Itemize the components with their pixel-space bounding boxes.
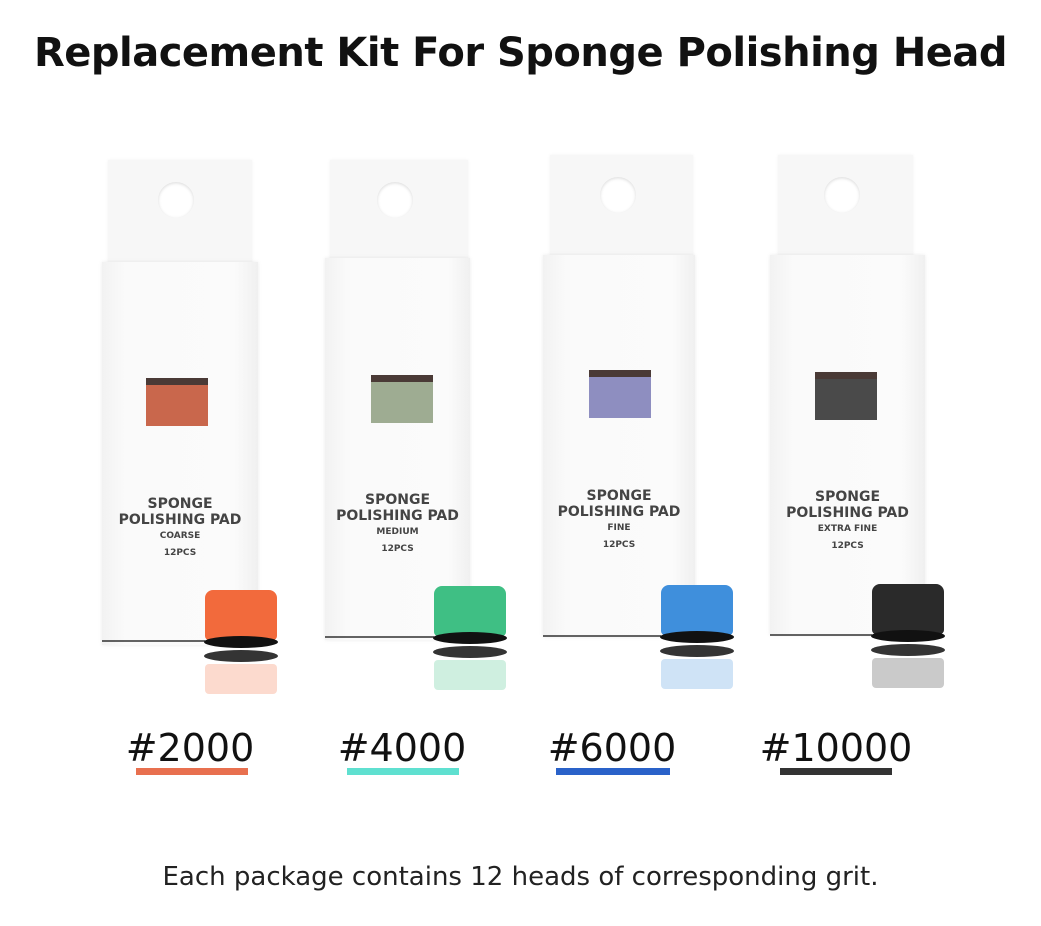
color-swatch (371, 375, 433, 423)
shelf-line (102, 640, 205, 642)
label-line1: SPONGE (814, 489, 881, 505)
shelf-line (325, 636, 434, 638)
label-line2: POLISHING PAD (557, 504, 681, 520)
package-label: SPONGE POLISHING PAD FINE 12PCS (543, 488, 695, 554)
grade-label: MEDIUM (376, 527, 419, 537)
sponge-base-reflection (433, 646, 507, 658)
grit-underline (136, 768, 248, 775)
label-line2: POLISHING PAD (336, 508, 459, 524)
sponge-reflection (205, 664, 277, 694)
color-swatch (589, 370, 651, 418)
package-box (102, 262, 258, 645)
footer-note: Each package contains 12 heads of corres… (162, 862, 879, 892)
grit-underline (347, 768, 459, 775)
package-hanger (550, 155, 693, 259)
package-label: SPONGE POLISHING PAD MEDIUM 12PCS (325, 492, 470, 558)
count-label: 12PCS (831, 541, 864, 551)
count-label: 12PCS (163, 548, 197, 558)
grit-underline (556, 768, 670, 775)
shelf-line (770, 634, 872, 636)
package-label: SPONGE POLISHING PAD COARSE 12PCS (102, 496, 258, 562)
package-hanger (330, 160, 468, 262)
sponge-base (433, 632, 507, 644)
sponge-base (660, 631, 734, 643)
sponge-reflection (434, 660, 506, 690)
package-hanger (108, 160, 252, 266)
grit-label: #6000 (547, 726, 677, 770)
label-line2: POLISHING PAD (118, 512, 242, 528)
grit-label: #10000 (759, 726, 913, 770)
label-line2: POLISHING PAD (786, 505, 909, 521)
hang-hole (823, 177, 860, 213)
label-line1: SPONGE (364, 492, 431, 508)
sponge-head (872, 584, 944, 634)
hang-hole (377, 182, 413, 218)
color-swatch (815, 372, 877, 420)
sponge-base (204, 636, 278, 648)
hang-hole (599, 177, 636, 213)
sponge-head (434, 586, 506, 636)
package-box (325, 258, 470, 640)
grade-label: FINE (607, 523, 631, 533)
sponge-head (205, 590, 277, 640)
package-hanger (778, 155, 913, 259)
sponge-base-reflection (871, 644, 945, 656)
count-label: 12PCS (602, 540, 636, 550)
hang-hole (158, 182, 194, 218)
color-swatch (146, 378, 208, 426)
grit-label: #4000 (337, 726, 467, 770)
label-line1: SPONGE (586, 488, 652, 504)
shelf-line (543, 635, 661, 637)
sponge-reflection (661, 659, 733, 689)
package-label: SPONGE POLISHING PAD EXTRA FINE 12PCS (770, 489, 925, 555)
sponge-base (871, 630, 945, 642)
sponge-reflection (872, 658, 944, 688)
count-label: 12PCS (381, 544, 414, 554)
sponge-base-reflection (660, 645, 734, 657)
grade-label: EXTRA FINE (817, 524, 878, 534)
grade-label: COARSE (159, 531, 201, 541)
package-box (770, 255, 925, 635)
package-box (543, 255, 695, 637)
sponge-base-reflection (204, 650, 278, 662)
grit-label: #2000 (125, 726, 255, 770)
label-line1: SPONGE (147, 496, 213, 512)
page-title: Replacement Kit For Sponge Polishing Hea… (33, 30, 1008, 76)
grit-underline (780, 768, 892, 775)
sponge-head (661, 585, 733, 635)
